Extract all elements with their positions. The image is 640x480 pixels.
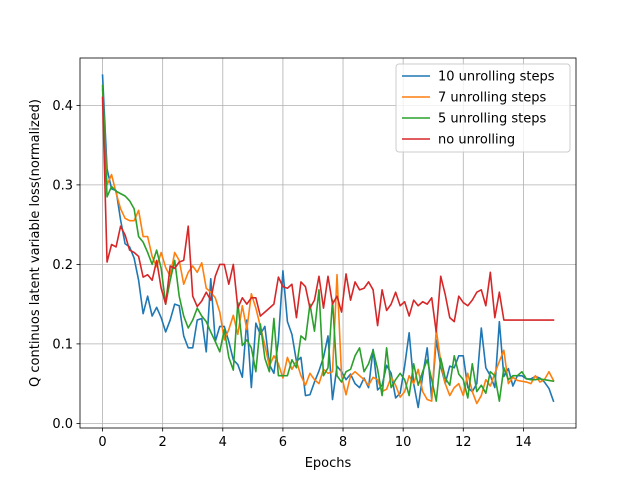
y-tick-label: 0.0 (52, 417, 73, 432)
x-tick-label: 6 (279, 435, 287, 450)
legend-box (395, 63, 571, 153)
legend-label: 5 unrolling steps (438, 112, 546, 127)
series-line-3 (101, 96, 555, 333)
y-tick-label: 0.4 (52, 99, 73, 114)
x-axis-label: Epochs (305, 456, 352, 471)
legend-label: 10 unrolling steps (438, 70, 555, 85)
x-axis-ticks: 0 2 4 6 8 10 12 14 (98, 428, 532, 450)
legend-label: 7 unrolling steps (438, 91, 546, 106)
x-tick-label: 10 (395, 435, 412, 450)
series-line-1 (101, 88, 555, 405)
series-line-0 (101, 74, 555, 409)
legend: 10 unrolling steps 7 unrolling steps 5 unr… (395, 63, 571, 153)
series-lines (101, 74, 555, 409)
y-tick-label: 0.3 (52, 178, 73, 193)
x-tick-label: 12 (455, 435, 472, 450)
series-line-2 (101, 84, 555, 402)
y-tick-label: 0.1 (52, 337, 73, 352)
x-tick-label: 14 (515, 435, 532, 450)
y-tick-label: 0.2 (52, 258, 73, 273)
x-tick-label: 2 (159, 435, 167, 450)
plot-frame (79, 57, 577, 429)
y-axis-label: Q continuos latent variable loss(normali… (28, 99, 43, 387)
y-axis-ticks: 0.0 0.1 0.2 0.3 0.4 (52, 99, 80, 432)
x-tick-label: 8 (339, 435, 347, 450)
x-tick-label: 0 (98, 435, 106, 450)
legend-label: no unrolling (438, 133, 515, 148)
x-tick-label: 4 (219, 435, 227, 450)
